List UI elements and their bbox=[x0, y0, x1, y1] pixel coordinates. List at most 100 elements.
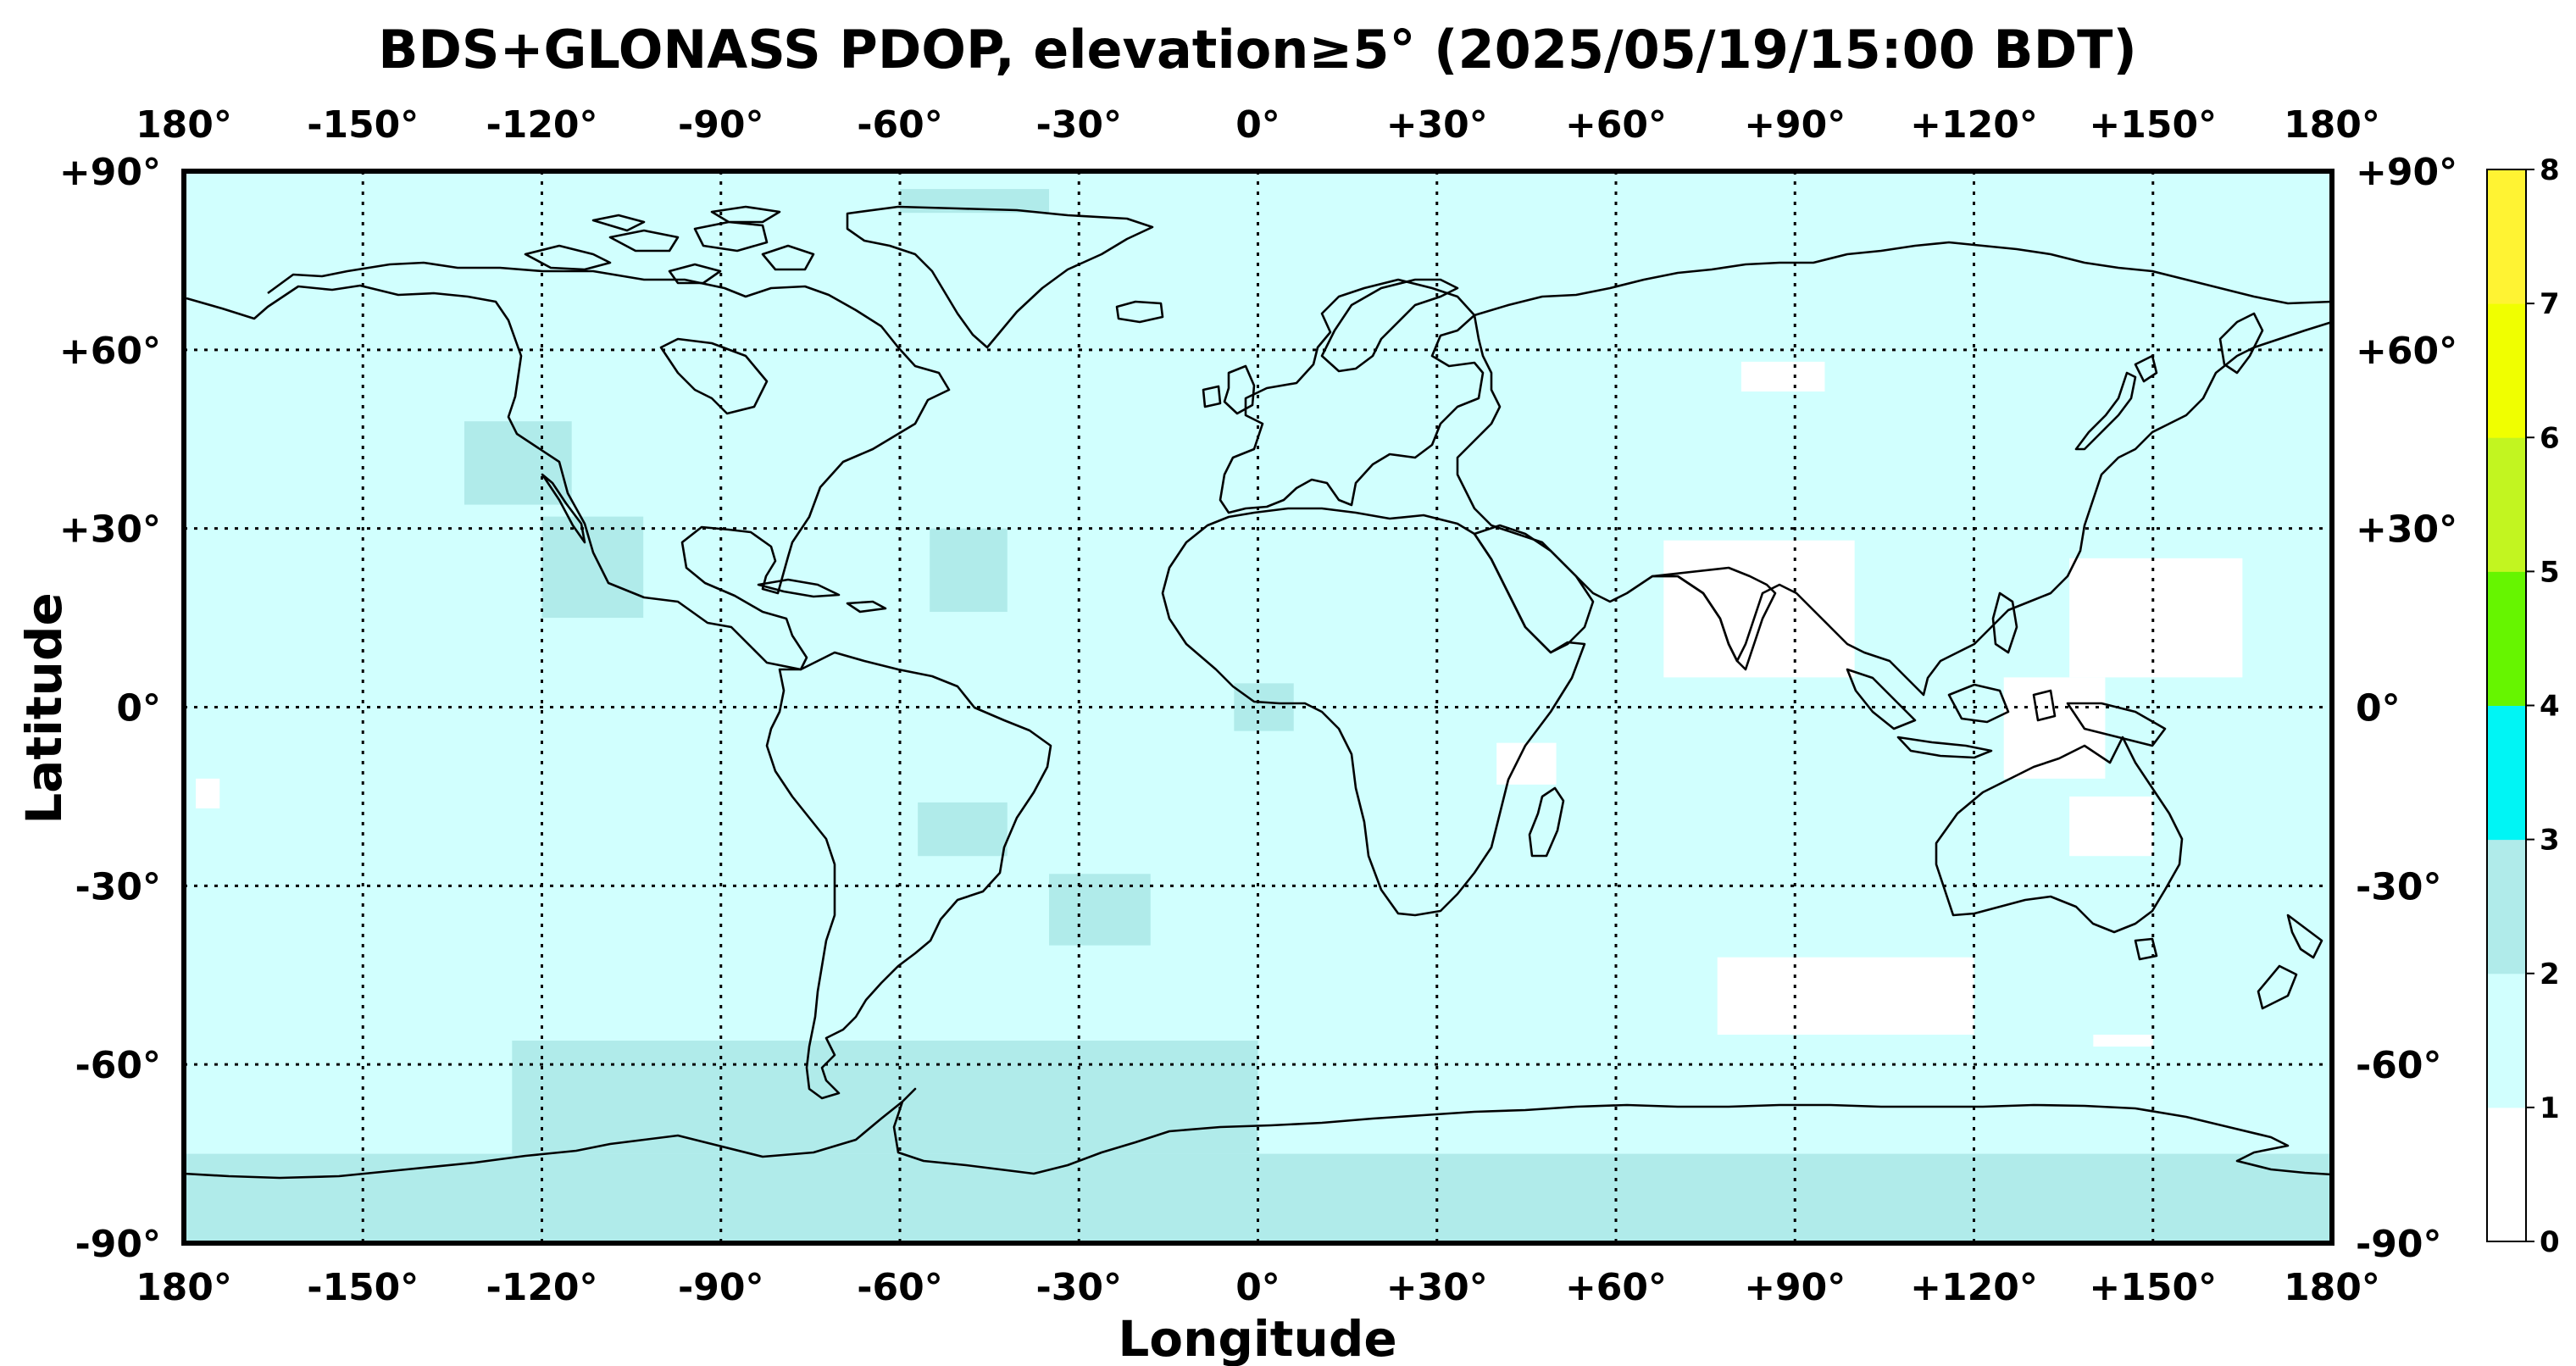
top-lon-tick-label: -150° bbox=[307, 103, 419, 147]
top-lon-tick-label: 180° bbox=[2284, 103, 2380, 147]
bottom-lon-tick-label: +60° bbox=[1565, 1266, 1667, 1309]
right-lat-tick-label: +60° bbox=[2356, 330, 2457, 373]
top-lon-tick-label: +150° bbox=[2089, 103, 2217, 147]
right-lat-tick-label: -30° bbox=[2356, 865, 2442, 908]
map-panel bbox=[181, 169, 2334, 1246]
left-lat-tick-label: +90° bbox=[59, 151, 161, 194]
coastline-iceland bbox=[1115, 300, 1164, 324]
left-lat-tick-label: 0° bbox=[116, 687, 161, 730]
x-axis-label: Longitude bbox=[1118, 1310, 1396, 1366]
colorbar-bin-1-2 bbox=[2487, 973, 2526, 1108]
left-lat-tick-label: -60° bbox=[75, 1044, 162, 1087]
pdop-region-13 bbox=[930, 528, 1008, 613]
left-lat-tick-label: -90° bbox=[75, 1223, 162, 1266]
bottom-lon-tick-label: +90° bbox=[1744, 1266, 1846, 1309]
right-lat-tick-label: 0° bbox=[2356, 687, 2401, 730]
colorbar-tick-label: 6 bbox=[2540, 421, 2560, 455]
colorbar-bin-7-8 bbox=[2487, 169, 2526, 304]
bottom-lon-tick-label: -60° bbox=[857, 1266, 943, 1309]
top-lon-tick-label: -30° bbox=[1036, 103, 1123, 147]
pdop-region-8 bbox=[2093, 1035, 2153, 1047]
coastline-baja-california bbox=[541, 473, 586, 544]
colorbar-tick-label: 1 bbox=[2540, 1091, 2560, 1125]
coastline-arctic-islands bbox=[524, 205, 815, 285]
bottom-lon-tick-label: 0° bbox=[1235, 1266, 1280, 1309]
left-lat-tick-label: +60° bbox=[59, 330, 161, 373]
left-lat-tick-label: +30° bbox=[59, 508, 161, 552]
colorbar-tick-label: 4 bbox=[2540, 690, 2560, 724]
colorbar-tick-label: 7 bbox=[2540, 287, 2560, 321]
colorbar-bin-3-4 bbox=[2487, 705, 2526, 841]
coastline-arabian-peninsula bbox=[1473, 524, 1595, 654]
colorbar-tick-label: 0 bbox=[2540, 1225, 2560, 1259]
top-lon-tick-label: +120° bbox=[1910, 103, 2038, 147]
coastline-africa bbox=[1161, 507, 1586, 917]
coastline-south-america bbox=[765, 651, 1052, 1100]
coastline-cuba bbox=[757, 578, 841, 598]
top-lon-tick-label: -120° bbox=[486, 103, 597, 147]
coastline-madagascar bbox=[1528, 786, 1565, 858]
map-frame bbox=[181, 169, 2334, 1246]
bottom-lon-tick-label: +30° bbox=[1386, 1266, 1488, 1309]
graticule bbox=[184, 171, 2332, 1243]
coastline-new-zealand bbox=[2257, 913, 2323, 1010]
top-lon-tick-label: 0° bbox=[1235, 103, 1280, 147]
coastline-british-isles bbox=[1202, 364, 1256, 415]
map-title: BDS+GLONASS PDOP, elevation≥5° (2025/05/… bbox=[378, 19, 2137, 81]
top-lon-tick-label: 180° bbox=[136, 103, 232, 147]
colorbar-bin-2-3 bbox=[2487, 839, 2526, 975]
bottom-lon-tick-label: -150° bbox=[307, 1266, 419, 1309]
colorbar-tick-label: 5 bbox=[2540, 555, 2560, 589]
bottom-lon-tick-label: -120° bbox=[486, 1266, 597, 1309]
pdop-region-0 bbox=[1663, 540, 1855, 678]
pdop-colorbar: 0 1 2 3 4 5 6 7 8 bbox=[2486, 153, 2560, 1259]
pdop-region-3 bbox=[2069, 796, 2153, 857]
coastlines bbox=[184, 205, 2332, 1180]
coastline-europe bbox=[1219, 278, 1485, 514]
pdop-region-4 bbox=[1717, 957, 1974, 1036]
pdop-region-6 bbox=[1740, 361, 1825, 392]
coastline-japan bbox=[2074, 354, 2158, 451]
right-lat-tick-label: -60° bbox=[2356, 1044, 2442, 1087]
bottom-lon-tick-label: -30° bbox=[1036, 1266, 1123, 1309]
pdop-region-16 bbox=[918, 802, 1008, 857]
colorbar-tick-label: 8 bbox=[2540, 153, 2560, 187]
pdop-region-11 bbox=[1079, 1088, 1258, 1154]
colorbar-tick-label: 3 bbox=[2540, 824, 2560, 858]
left-lat-tick-label: -30° bbox=[75, 865, 162, 908]
colorbar-bin-6-7 bbox=[2487, 303, 2526, 438]
right-lat-tick-label: +90° bbox=[2356, 151, 2457, 194]
bottom-lon-tick-label: +150° bbox=[2089, 1266, 2217, 1309]
coastline-scandinavia bbox=[1320, 278, 1459, 373]
coastline-kamchatka bbox=[2218, 312, 2264, 375]
pdop-region-2 bbox=[2003, 677, 2106, 779]
pdop-region-1 bbox=[2069, 558, 2243, 678]
top-lon-tick-label: -90° bbox=[678, 103, 764, 147]
coastline-philippines bbox=[1991, 591, 2018, 654]
colorbar-bin-5-6 bbox=[2487, 437, 2526, 572]
bottom-lon-tick-label: 180° bbox=[136, 1266, 232, 1309]
top-lon-tick-label: -60° bbox=[857, 103, 943, 147]
bottom-lon-tick-label: -90° bbox=[678, 1266, 764, 1309]
right-lat-tick-label: +30° bbox=[2356, 508, 2457, 552]
right-lat-tick-label: -90° bbox=[2356, 1223, 2442, 1266]
pdop-region-5 bbox=[1496, 742, 1557, 785]
pdop-region-7 bbox=[196, 778, 220, 808]
coastline-hispaniola bbox=[846, 600, 887, 614]
bottom-lon-tick-label: +120° bbox=[1910, 1266, 2038, 1309]
colorbar-bin-0-1 bbox=[2487, 1107, 2526, 1242]
colorbar-bin-4-5 bbox=[2487, 571, 2526, 706]
coastline-hudson-bay bbox=[659, 337, 769, 415]
top-lon-tick-label: +90° bbox=[1744, 103, 1846, 147]
colorbar-tick-label: 2 bbox=[2540, 958, 2560, 991]
coastline-indonesia bbox=[1846, 668, 2167, 759]
bottom-lon-tick-label: 180° bbox=[2284, 1266, 2380, 1309]
coastline-greenland bbox=[846, 205, 1154, 349]
top-lon-tick-label: +30° bbox=[1386, 103, 1488, 147]
coastline-australia bbox=[1935, 736, 2184, 934]
y-axis-label: Latitude bbox=[15, 592, 73, 825]
coastline-antarctica bbox=[184, 1087, 2332, 1180]
coastline-tasmania bbox=[2134, 937, 2158, 961]
axis-tick-labels: 180° 180° -150° -150° -120° -120° -90° -90° -60°… bbox=[59, 103, 2457, 1309]
